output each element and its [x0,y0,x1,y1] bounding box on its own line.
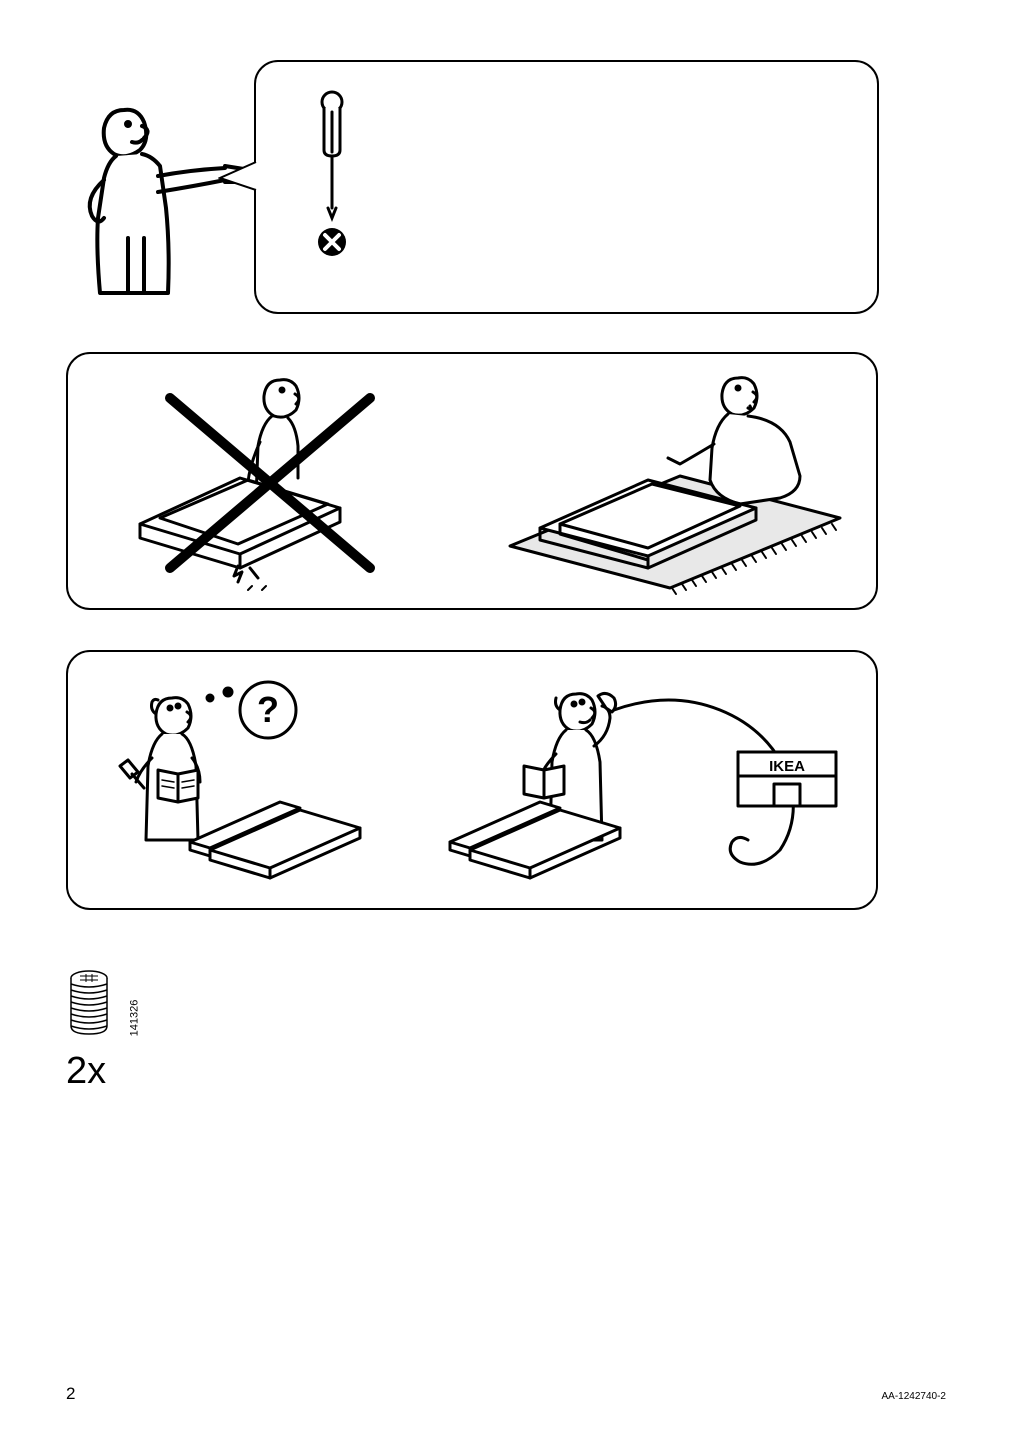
correct-carpet-assembly-illustration [500,368,850,598]
hardware-part: 141326 2x [66,970,112,1093]
confused-person-illustration: ? [100,670,380,900]
ikea-store-label: IKEA [769,758,805,775]
screwdriver-no-icon [312,90,352,260]
document-id: AA-1242740-2 [882,1391,947,1402]
part-quantity: 2x [66,1050,112,1093]
call-ikea-illustration: IKEA [430,670,860,900]
speech-connector [218,158,258,198]
instruction-page: ? [0,0,1012,1432]
svg-text:?: ? [257,689,279,730]
wrong-floor-assembly-illustration [110,368,420,598]
part-number: 141326 [128,1000,140,1037]
person-pointing-illustration [70,98,270,308]
screw-part-icon [66,970,112,1040]
page-number: 2 [66,1384,75,1404]
